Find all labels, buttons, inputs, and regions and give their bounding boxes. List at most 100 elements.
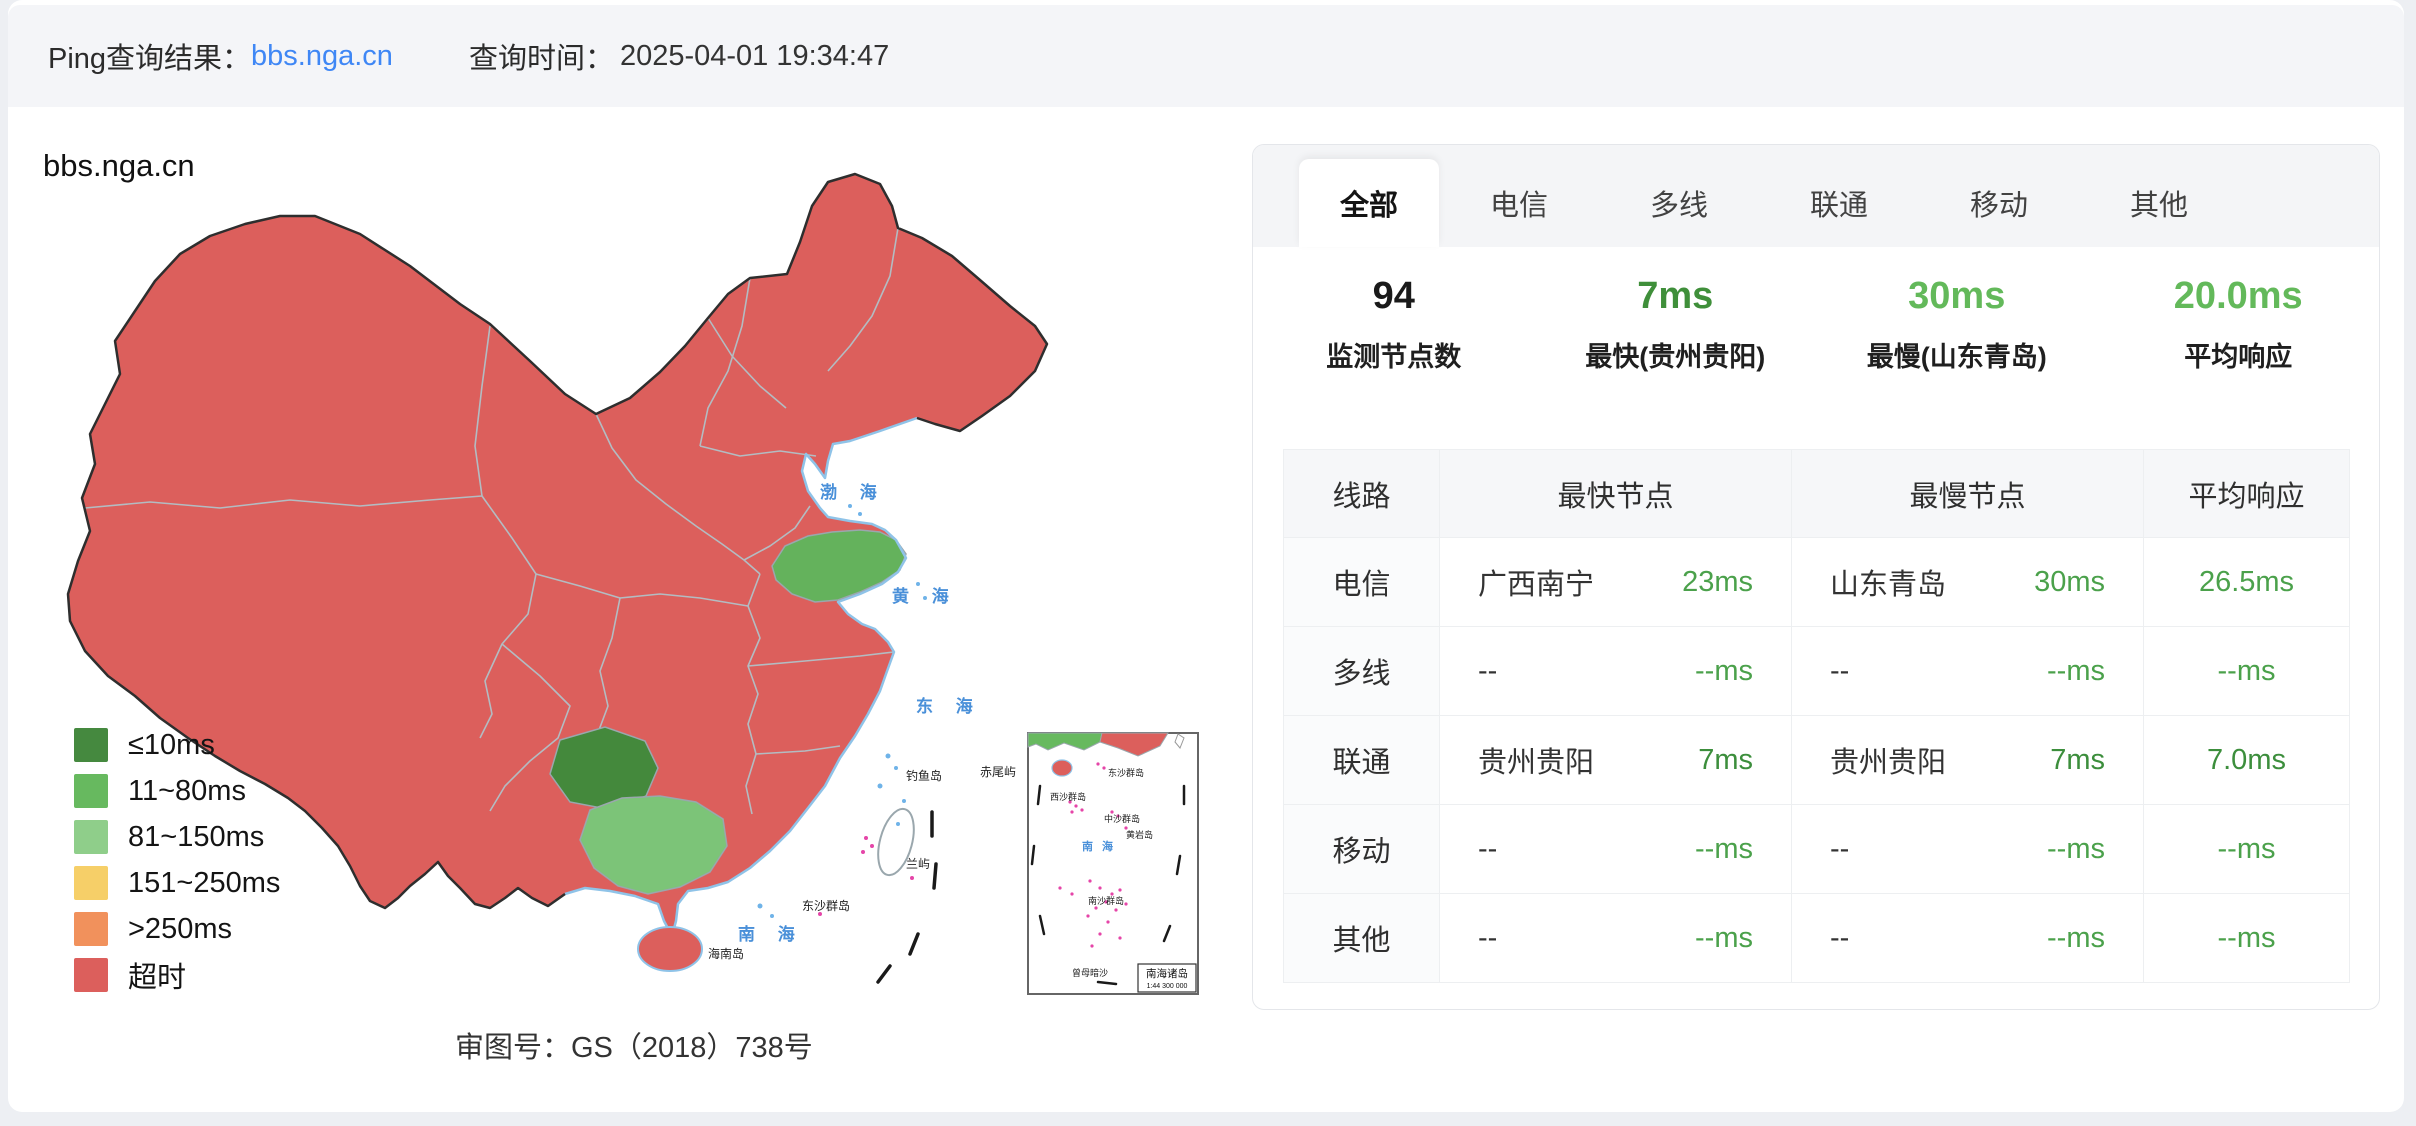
tab-other[interactable]: 其他 — [2079, 159, 2239, 247]
map-caption: 审图号：GS（2018）738号 — [455, 1032, 813, 1064]
legend-swatch-11-80ms — [74, 774, 108, 808]
average-cell: --ms — [2143, 804, 2350, 894]
map-title: bbs.nga.cn — [43, 148, 195, 183]
inset-dongsha-label: 东沙群岛 — [1108, 767, 1144, 778]
province-guangxi — [579, 795, 728, 895]
node-value: --ms — [1695, 921, 1753, 954]
fastest-node-cell: 贵州贵阳 7ms — [1439, 715, 1792, 805]
stat-value: 7ms — [1637, 275, 1714, 317]
node-name: 贵州贵阳 — [1830, 747, 1947, 779]
fastest-node-cell: 广西南宁 23ms — [1439, 537, 1792, 627]
average-cell: 7.0ms — [2143, 715, 2350, 805]
tab-all[interactable]: 全部 — [1299, 159, 1439, 247]
table-header-row: 线路 最快节点 最慢节点 平均响应 — [1283, 449, 2350, 538]
fastest-node-cell: -- --ms — [1439, 626, 1792, 716]
slowest-node-cell: -- --ms — [1791, 626, 2144, 716]
query-time-label: 查询时间： — [468, 43, 614, 75]
hainan-island — [637, 926, 703, 972]
slowest-node-cell: -- --ms — [1791, 893, 2144, 983]
line-cell: 移动 — [1283, 804, 1440, 894]
table-row-unicom: 联通 贵州贵阳 7ms 贵州贵阳 7ms 7.0ms — [1283, 715, 2350, 805]
average-cell: --ms — [2143, 626, 2350, 716]
legend-swatch-gt250ms — [74, 912, 108, 946]
stat-value: 94 — [1372, 275, 1415, 317]
inset-title: 南海诸岛 — [1146, 967, 1188, 980]
inset-zhongsha-label: 中沙群岛 — [1104, 813, 1140, 824]
legend-item: 超时 — [74, 958, 280, 994]
china-mainland — [68, 174, 1047, 936]
node-name: 贵州贵阳 — [1478, 747, 1595, 779]
stat-label: 最慢(山东青岛) — [1866, 341, 2047, 372]
table-row-mobile: 移动 -- --ms -- --ms --ms — [1283, 804, 2350, 894]
host-link[interactable]: bbs.nga.cn — [251, 39, 393, 72]
average-cell: --ms — [2143, 893, 2350, 983]
bohai-sea-label: 渤 海 — [820, 482, 886, 502]
nine-dash-line — [876, 810, 938, 984]
tab-label: 联通 — [1809, 190, 1868, 222]
tab-mobile[interactable]: 移动 — [1919, 159, 2079, 247]
ping-result-label: Ping查询结果： — [48, 43, 252, 75]
node-name: -- — [1830, 921, 1850, 954]
header-average: 平均响应 — [2143, 449, 2350, 538]
header-line: 线路 — [1283, 449, 1440, 538]
stat-label: 监测节点数 — [1326, 341, 1462, 372]
header-slowest-node: 最慢节点 — [1791, 449, 2144, 538]
stat-label: 最快(贵州贵阳) — [1585, 341, 1766, 372]
legend-item: 11~80ms — [74, 774, 280, 808]
inset-huangyan-label: 黄岩岛 — [1126, 829, 1153, 840]
node-value: --ms — [1695, 654, 1753, 687]
legend-label: >250ms — [128, 912, 232, 945]
node-name: 广西南宁 — [1478, 569, 1595, 601]
node-value: --ms — [2047, 921, 2105, 954]
tab-multiline[interactable]: 多线 — [1599, 159, 1759, 247]
tab-label: 多线 — [1649, 190, 1708, 222]
line-cell: 多线 — [1283, 626, 1440, 716]
node-value: 7ms — [1698, 743, 1753, 776]
main-card: Ping查询结果： bbs.nga.cn 查询时间： 2025-04-01 19… — [8, 0, 2404, 1112]
dongsha-island-label: 东沙群岛 — [802, 898, 850, 913]
node-name: -- — [1830, 654, 1850, 687]
node-value: 7ms — [2050, 743, 2105, 776]
query-time-value: 2025-04-01 19:34:47 — [619, 39, 890, 72]
header-fastest-node: 最快节点 — [1439, 449, 1792, 538]
line-cell: 其他 — [1283, 893, 1440, 983]
results-table: 线路 最快节点 最慢节点 平均响应 电信 广西南宁 23ms 山东青岛 30ms… — [1283, 449, 2350, 983]
slowest-node-cell: -- --ms — [1791, 804, 2144, 894]
legend-label: ≤10ms — [128, 728, 215, 761]
inset-scale: 1:44 300 000 — [1147, 983, 1188, 990]
table-row-multiline: 多线 -- --ms -- --ms --ms — [1283, 626, 2350, 716]
node-name: 山东青岛 — [1830, 569, 1947, 601]
node-value: 23ms — [1682, 565, 1753, 598]
inset-xisha-label: 西沙群岛 — [1050, 791, 1086, 802]
coastline — [564, 416, 918, 938]
coastal-islets — [757, 504, 927, 918]
node-name: -- — [1478, 832, 1498, 865]
tab-unicom[interactable]: 联通 — [1759, 159, 1919, 247]
inset-zengmu-label: 曾母暗沙 — [1072, 967, 1108, 978]
legend-item: >250ms — [74, 912, 280, 946]
slowest-node-cell: 贵州贵阳 7ms — [1791, 715, 2144, 805]
china-map-svg: 渤 海 黄 海 东 海 南 海 海南岛 钓鱼岛 赤尾屿 兰屿 东沙群岛 — [66, 172, 1199, 995]
legend-swatch-le10ms — [74, 728, 108, 762]
legend-label: 151~250ms — [128, 866, 281, 899]
average-cell: 26.5ms — [2143, 537, 2350, 627]
table-row-telecom: 电信 广西南宁 23ms 山东青岛 30ms 26.5ms — [1283, 537, 2350, 627]
inset-map: 东沙群岛 西沙群岛 中沙群岛 黄岩岛 南沙群岛 曾母暗沙 南 海 南海诸岛 1:… — [1027, 732, 1199, 995]
huanghai-sea-label: 黄 海 — [892, 586, 958, 606]
taiwan-island — [877, 807, 915, 877]
stat-average: 20.0ms 平均响应 — [2098, 275, 2380, 374]
tab-telecom[interactable]: 电信 — [1439, 159, 1599, 247]
node-value: --ms — [1695, 832, 1753, 865]
stat-value: 20.0ms — [2173, 275, 2303, 317]
stat-label: 平均响应 — [2184, 341, 2293, 372]
line-cell: 电信 — [1283, 537, 1440, 627]
tab-label: 全部 — [1339, 190, 1398, 222]
stat-value: 30ms — [1908, 275, 2006, 317]
legend-label: 超时 — [128, 962, 187, 994]
table-row-other: 其他 -- --ms -- --ms --ms — [1283, 893, 2350, 983]
tab-label: 其他 — [2129, 190, 2188, 222]
node-name: -- — [1478, 654, 1498, 687]
tab-label: 移动 — [1969, 190, 2028, 222]
penghu-dots — [818, 836, 914, 916]
